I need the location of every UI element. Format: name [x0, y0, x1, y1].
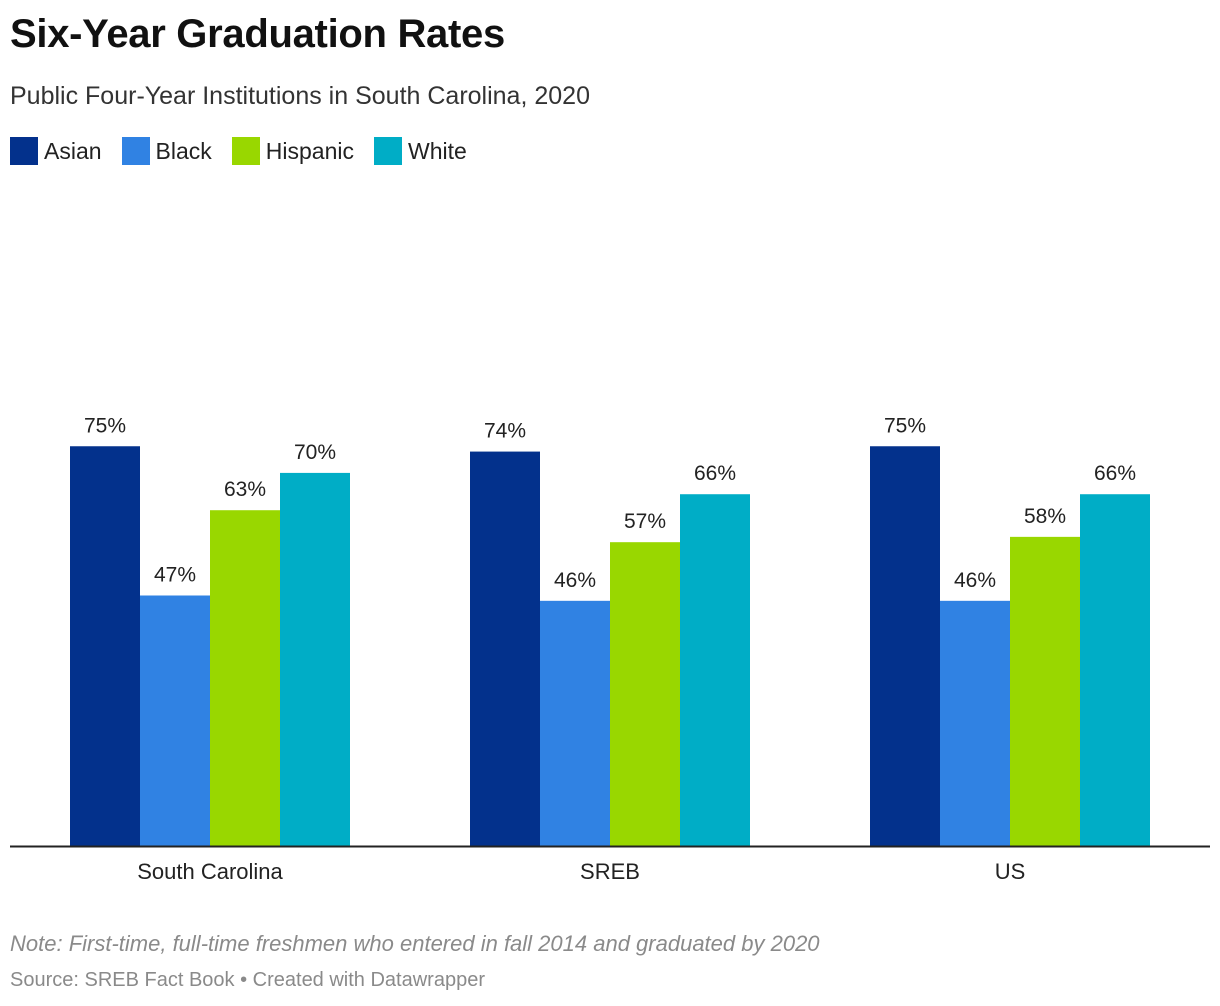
- bar-group-us: 75% 46% 58% 66% US: [870, 414, 1150, 884]
- legend-label-hispanic: Hispanic: [265, 137, 355, 164]
- bar-sreb-black: [540, 600, 610, 846]
- bar-south-carolina-asian: [70, 446, 140, 846]
- legend: Asian Black Hispanic White: [10, 137, 487, 165]
- chart-subtitle: Public Four-Year Institutions in South C…: [10, 82, 590, 110]
- legend-swatch-white: [374, 137, 403, 165]
- data-label-south-carolina-asian: 75%: [84, 414, 126, 437]
- bar-us-asian: [870, 446, 940, 846]
- data-label-sreb-asian: 74%: [484, 420, 526, 443]
- legend-label-black: Black: [155, 137, 212, 164]
- bar-sreb-hispanic: [610, 542, 680, 846]
- bar-us-black: [940, 600, 1010, 846]
- x-tick-label-south-carolina: South Carolina: [137, 859, 283, 884]
- bar-south-carolina-white: [280, 472, 350, 846]
- bar-chart: 75% 47% 63% 70% South Carolina 74% 46% 57% 66% SR…: [10, 414, 1210, 884]
- data-label-us-hispanic: 58%: [1024, 505, 1066, 528]
- bar-sreb-asian: [470, 451, 540, 846]
- bar-group-south-carolina: 75% 47% 63% 70% South Carolina: [70, 414, 350, 884]
- legend-item-hispanic: Hispanic: [231, 137, 355, 165]
- data-label-us-black: 46%: [954, 569, 996, 592]
- bar-group-sreb: 74% 46% 57% 66% SREB: [470, 420, 750, 884]
- chart-source: Source: SREB Fact Book • Created with Da…: [10, 969, 485, 991]
- data-label-south-carolina-black: 47%: [154, 563, 196, 586]
- legend-label-asian: Asian: [44, 137, 102, 164]
- bar-south-carolina-hispanic: [210, 510, 280, 846]
- legend-item-black: Black: [121, 137, 212, 165]
- data-label-south-carolina-white: 70%: [294, 441, 336, 464]
- data-label-sreb-black: 46%: [554, 569, 596, 592]
- bar-us-white: [1080, 494, 1150, 846]
- x-tick-label-us: US: [995, 859, 1026, 884]
- data-label-south-carolina-hispanic: 63%: [224, 478, 266, 501]
- legend-item-asian: Asian: [10, 137, 102, 165]
- data-label-us-white: 66%: [1094, 462, 1136, 485]
- legend-label-white: White: [408, 137, 467, 164]
- chart-title: Six-Year Graduation Rates: [10, 12, 505, 56]
- chart-note: Note: First-time, full-time freshmen who…: [10, 931, 820, 956]
- data-label-us-asian: 75%: [884, 414, 926, 437]
- legend-swatch-black: [121, 137, 150, 165]
- data-label-sreb-hispanic: 57%: [624, 510, 666, 533]
- legend-swatch-asian: [10, 137, 38, 165]
- data-label-sreb-white: 66%: [694, 462, 736, 485]
- bar-sreb-white: [680, 494, 750, 846]
- bar-south-carolina-black: [140, 595, 210, 846]
- x-tick-label-sreb: SREB: [580, 859, 640, 884]
- legend-swatch-hispanic: [231, 137, 260, 165]
- bar-us-hispanic: [1010, 536, 1080, 846]
- legend-item-white: White: [374, 137, 467, 165]
